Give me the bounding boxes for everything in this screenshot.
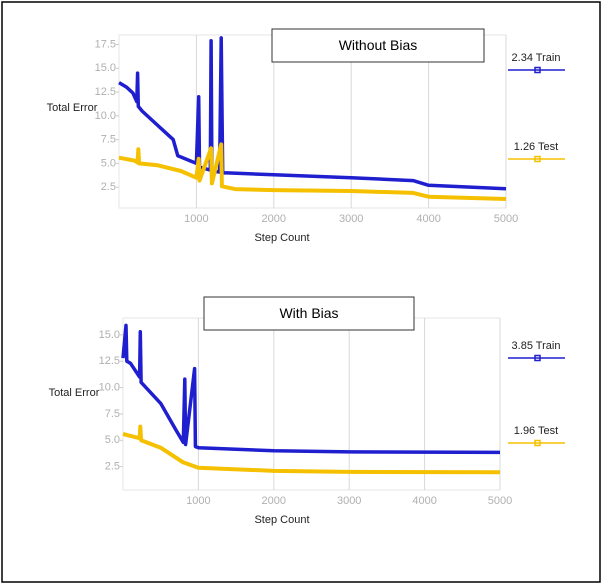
x-tick-label: 2000: [262, 213, 286, 225]
y-tick-label: 15.0: [99, 329, 120, 341]
y-tick-label: 10.0: [95, 110, 116, 122]
legend-label: 2.34 Train: [512, 52, 561, 64]
y-tick-label: 2.5: [101, 181, 116, 193]
y-tick-label: 10.0: [99, 381, 120, 393]
y-tick-label: 15.0: [95, 62, 116, 74]
plot-area: [122, 317, 501, 491]
x-tick-label: 5000: [488, 495, 512, 507]
x-axis-label: Step Count: [254, 232, 309, 244]
series-line: [121, 323, 501, 455]
legend-label: 1.96 Test: [514, 425, 558, 437]
y-tick-label: 7.5: [101, 134, 116, 146]
legend-marker: [534, 439, 541, 447]
legend-label: 1.26 Test: [514, 141, 558, 153]
x-tick-label: 2000: [262, 495, 286, 507]
y-tick-label: 5.0: [101, 157, 116, 169]
x-tick-label: 3000: [339, 213, 363, 225]
chart-title: With Bias: [279, 305, 338, 321]
y-axis-label: Total Error: [47, 102, 98, 114]
chart-title: Without Bias: [339, 37, 418, 53]
x-tick-label: 4000: [412, 495, 436, 507]
series-line: [122, 424, 501, 475]
x-tick-label: 1000: [184, 213, 208, 225]
y-tick-label: 2.5: [105, 461, 120, 473]
legend-marker: [534, 66, 541, 74]
x-axis-label: Step Count: [254, 514, 309, 526]
y-tick-label: 5.0: [105, 434, 120, 446]
legend-marker: [534, 155, 541, 163]
y-tick-label: 12.5: [95, 86, 116, 98]
legend-label: 3.85 Train: [512, 340, 561, 352]
y-tick-label: 17.5: [95, 38, 116, 50]
y-tick-label: 12.5: [99, 355, 120, 367]
x-tick-label: 1000: [186, 495, 210, 507]
series-line: [118, 142, 507, 201]
x-tick-label: 4000: [416, 213, 440, 225]
title-box: [271, 28, 485, 63]
legend-marker: [534, 354, 541, 362]
title-box: [203, 296, 415, 331]
x-tick-label: 3000: [337, 495, 361, 507]
y-tick-label: 7.5: [105, 408, 120, 420]
x-tick-label: 5000: [494, 213, 518, 225]
plot-area: [118, 34, 507, 209]
y-axis-label: Total Error: [49, 387, 100, 399]
